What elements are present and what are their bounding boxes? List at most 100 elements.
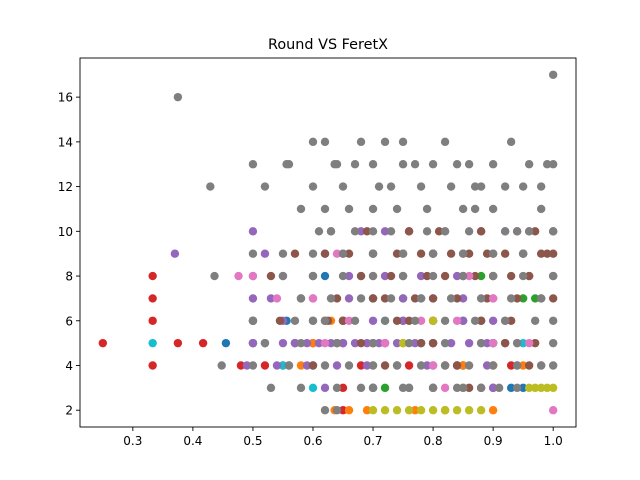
plot-area-frame (79, 57, 577, 428)
data-point (530, 227, 540, 236)
x-tick-label: 0.4 (183, 434, 202, 448)
data-point (548, 406, 558, 415)
data-point (326, 338, 336, 348)
data-point (548, 227, 558, 236)
data-point (536, 361, 546, 370)
data-point (320, 406, 330, 415)
data-point (148, 361, 157, 370)
data-point (482, 249, 492, 258)
data-point (512, 227, 522, 236)
data-point (536, 294, 546, 303)
data-point (452, 294, 462, 303)
data-point (416, 406, 426, 415)
data-point (458, 204, 468, 214)
data-point (416, 182, 426, 191)
data-point (368, 271, 378, 281)
data-point (392, 406, 402, 415)
data-point (434, 227, 444, 236)
data-points (98, 70, 558, 415)
data-point (428, 160, 438, 169)
data-point (368, 249, 378, 258)
data-point (518, 182, 528, 191)
data-point (314, 227, 324, 236)
data-point (410, 406, 420, 415)
data-point (524, 361, 534, 370)
data-point (476, 182, 486, 191)
data-point (308, 361, 318, 370)
data-point (428, 361, 438, 370)
data-point (482, 338, 492, 348)
data-point (338, 316, 348, 325)
data-point (548, 70, 558, 79)
y-tick-label: 14 (58, 135, 73, 149)
data-point (440, 338, 450, 348)
data-point (524, 338, 534, 348)
data-point (380, 383, 390, 393)
data-point (512, 294, 522, 303)
data-point (338, 338, 348, 348)
data-point (398, 383, 408, 393)
data-point (338, 383, 348, 393)
data-point (332, 249, 342, 258)
data-point (356, 361, 366, 370)
data-point (362, 406, 372, 415)
data-point (440, 383, 450, 393)
data-point (404, 316, 414, 325)
data-point (476, 406, 486, 415)
data-point (428, 316, 438, 325)
data-point (308, 294, 318, 303)
data-point (332, 294, 342, 303)
data-point (464, 383, 474, 393)
data-point (362, 227, 372, 236)
data-point (356, 271, 366, 281)
data-point (278, 249, 288, 258)
data-point (530, 294, 540, 303)
x-axis: 0.3 0.4 0.5 0.6 0.7 0.8 0.9 1.0 (123, 427, 563, 448)
data-point (488, 160, 498, 169)
y-tick-label: 6 (65, 314, 73, 328)
data-point (458, 249, 468, 258)
data-point (416, 361, 426, 370)
data-point (290, 338, 300, 348)
data-point (368, 361, 378, 370)
data-point (356, 227, 366, 236)
data-point (452, 316, 462, 325)
x-tick-label: 0.8 (424, 434, 443, 448)
data-point (374, 338, 384, 348)
data-point (272, 294, 282, 303)
data-point (368, 383, 378, 393)
data-point (428, 249, 438, 258)
data-point (518, 249, 528, 258)
data-point (260, 249, 270, 258)
data-point (248, 316, 258, 325)
data-point (476, 383, 486, 393)
data-point (440, 137, 450, 147)
data-point (446, 294, 456, 303)
data-point (428, 271, 438, 281)
x-tick-label: 0.3 (123, 434, 142, 448)
data-point (464, 227, 474, 236)
data-point (368, 294, 378, 303)
data-point (386, 227, 396, 236)
data-point (266, 383, 276, 393)
data-point (488, 383, 498, 393)
data-point (542, 249, 552, 258)
data-point (398, 160, 408, 169)
chart-title: Round VS FeretX (268, 37, 388, 53)
y-axis: 2 4 6 8 10 12 14 16 (58, 91, 80, 418)
data-point (308, 182, 318, 191)
data-point (500, 249, 510, 258)
data-point (350, 338, 360, 348)
data-point (98, 338, 108, 348)
data-point (380, 338, 390, 348)
data-point (464, 406, 474, 415)
data-point (248, 361, 258, 370)
y-tick-label: 12 (58, 180, 73, 194)
data-point (506, 294, 516, 303)
data-point (296, 294, 306, 303)
data-point (458, 316, 468, 325)
data-point (296, 361, 306, 370)
data-point (488, 294, 498, 303)
data-point (458, 294, 468, 303)
